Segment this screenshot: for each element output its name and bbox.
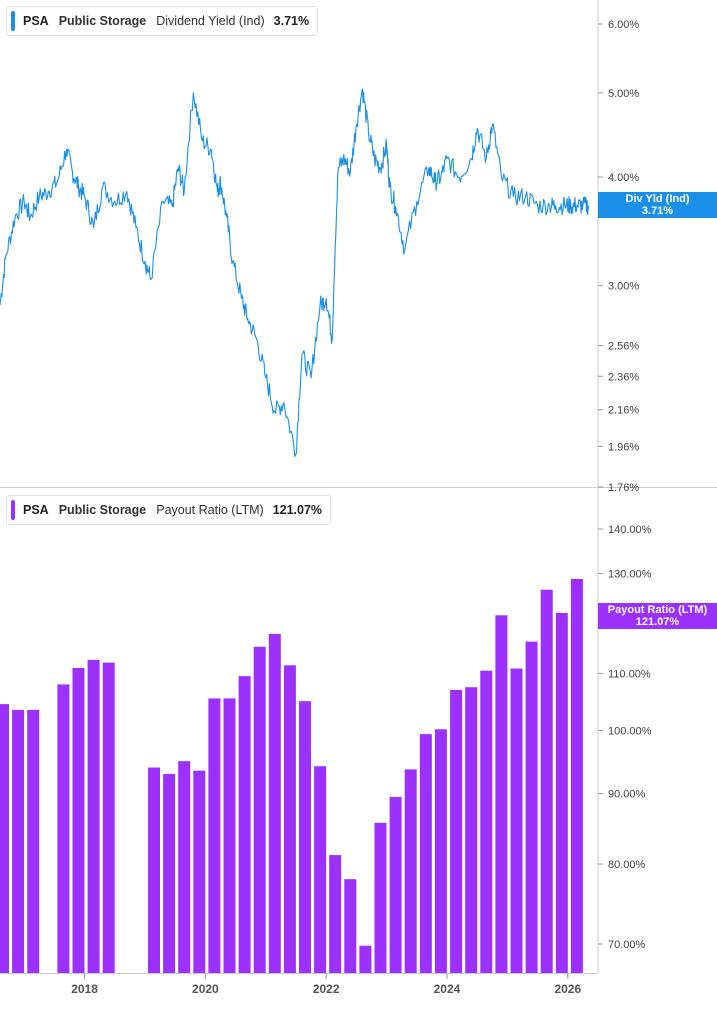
price-tag-label: Div Yld (Ind) [625,193,690,206]
dividend-yield-panel [0,88,590,457]
y-tick-label: 2.56% [608,341,639,353]
y-tick-label: 5.00% [608,88,639,100]
payout-ratio-bar [374,822,387,973]
payout-ratio-bar [359,945,372,973]
legend-ticker: PSA [23,14,49,28]
legend-value: 3.71% [273,14,310,28]
legend-company: Public Storage [58,14,147,28]
payout-ratio-bar [434,729,447,973]
x-tick-label: 2026 [554,982,581,996]
x-tick-label: 2020 [192,982,219,996]
payout-ratio-bar [344,879,357,973]
y-tick-label: 1.76% [608,482,639,494]
price-tag-value: 121.07% [635,615,680,628]
x-tick-label: 2022 [313,982,340,996]
y-tick-label: 70.00% [608,939,646,951]
dividend-yield-legend[interactable]: PSA Public Storage Dividend Yield (Ind) … [6,6,319,36]
payout-ratio-bar [57,684,70,973]
price-tag-label: Payout Ratio (LTM) [607,603,708,616]
payout-ratio-bar [389,796,402,973]
payout-ratio-bar [450,689,463,973]
dividend-yield-line [0,88,590,457]
payout-ratio-bar [238,676,251,973]
y-tick-label: 140.00% [608,524,652,536]
y-tick-label: 3.00% [608,281,639,293]
y-tick-label: 1.96% [608,441,639,453]
y-tick-label: 6.00% [608,19,639,31]
legend-ticker: PSA [23,503,49,517]
x-tick-label: 2024 [434,982,461,996]
legend-company: Public Storage [58,503,147,517]
y-tick-label: 130.00% [608,568,652,580]
payout-ratio-bar [178,761,191,973]
payout-ratio-bar [0,704,9,973]
payout-ratio-bar [12,709,25,973]
payout-ratio-swatch [11,500,15,520]
payout-ratio-bar [314,766,327,973]
payout-ratio-bar [540,589,553,973]
payout-ratio-bar [495,615,508,973]
payout-ratio-bar [299,701,311,973]
x-tick-label: 2018 [71,982,98,996]
legend-metric: Dividend Yield (Ind) [156,14,265,28]
payout-ratio-bar [193,770,206,973]
payout-ratio-bar [148,767,160,973]
payout-ratio-bar [555,612,568,973]
payout-ratio-bar [102,662,115,973]
payout-ratio-bar [72,668,85,973]
payout-ratio-bar [419,734,432,973]
y-tick-label: 100.00% [608,725,652,737]
price-tag-value: 3.71% [641,205,674,218]
y-tick-label: 4.00% [608,172,639,184]
payout-ratio-bar [87,659,100,973]
payout-ratio-bar [329,855,342,973]
payout-ratio-bar [223,698,236,973]
dividend-yield-swatch [11,11,15,31]
payout-ratio-price-tag: Payout Ratio (LTM) 121.07% [598,602,717,629]
payout-ratio-bar [510,668,523,973]
payout-ratio-panel [0,578,583,973]
y-tick-label: 80.00% [608,859,646,871]
y-tick-label: 110.00% [608,668,651,680]
y-tick-label: 2.16% [608,405,639,417]
legend-metric: Payout Ratio (LTM) [156,503,264,517]
payout-ratio-bar [465,687,478,973]
payout-ratio-bar [268,633,281,973]
payout-ratio-bar [283,665,296,973]
y-tick-label: 2.36% [608,371,639,383]
payout-ratio-bar [570,578,583,973]
payout-ratio-legend[interactable]: PSA Public Storage Payout Ratio (LTM) 12… [6,495,332,525]
payout-ratio-bar [525,641,538,973]
payout-ratio-bar [480,670,493,973]
payout-ratio-bar [253,646,266,973]
legend-value: 121.07% [272,503,323,517]
dividend-yield-price-tag: Div Yld (Ind) 3.71% [598,192,717,219]
payout-ratio-bar [404,769,417,973]
payout-ratio-bar [163,773,176,973]
payout-ratio-bar [27,709,40,973]
y-tick-label: 90.00% [608,789,646,801]
payout-ratio-bar [208,698,221,973]
